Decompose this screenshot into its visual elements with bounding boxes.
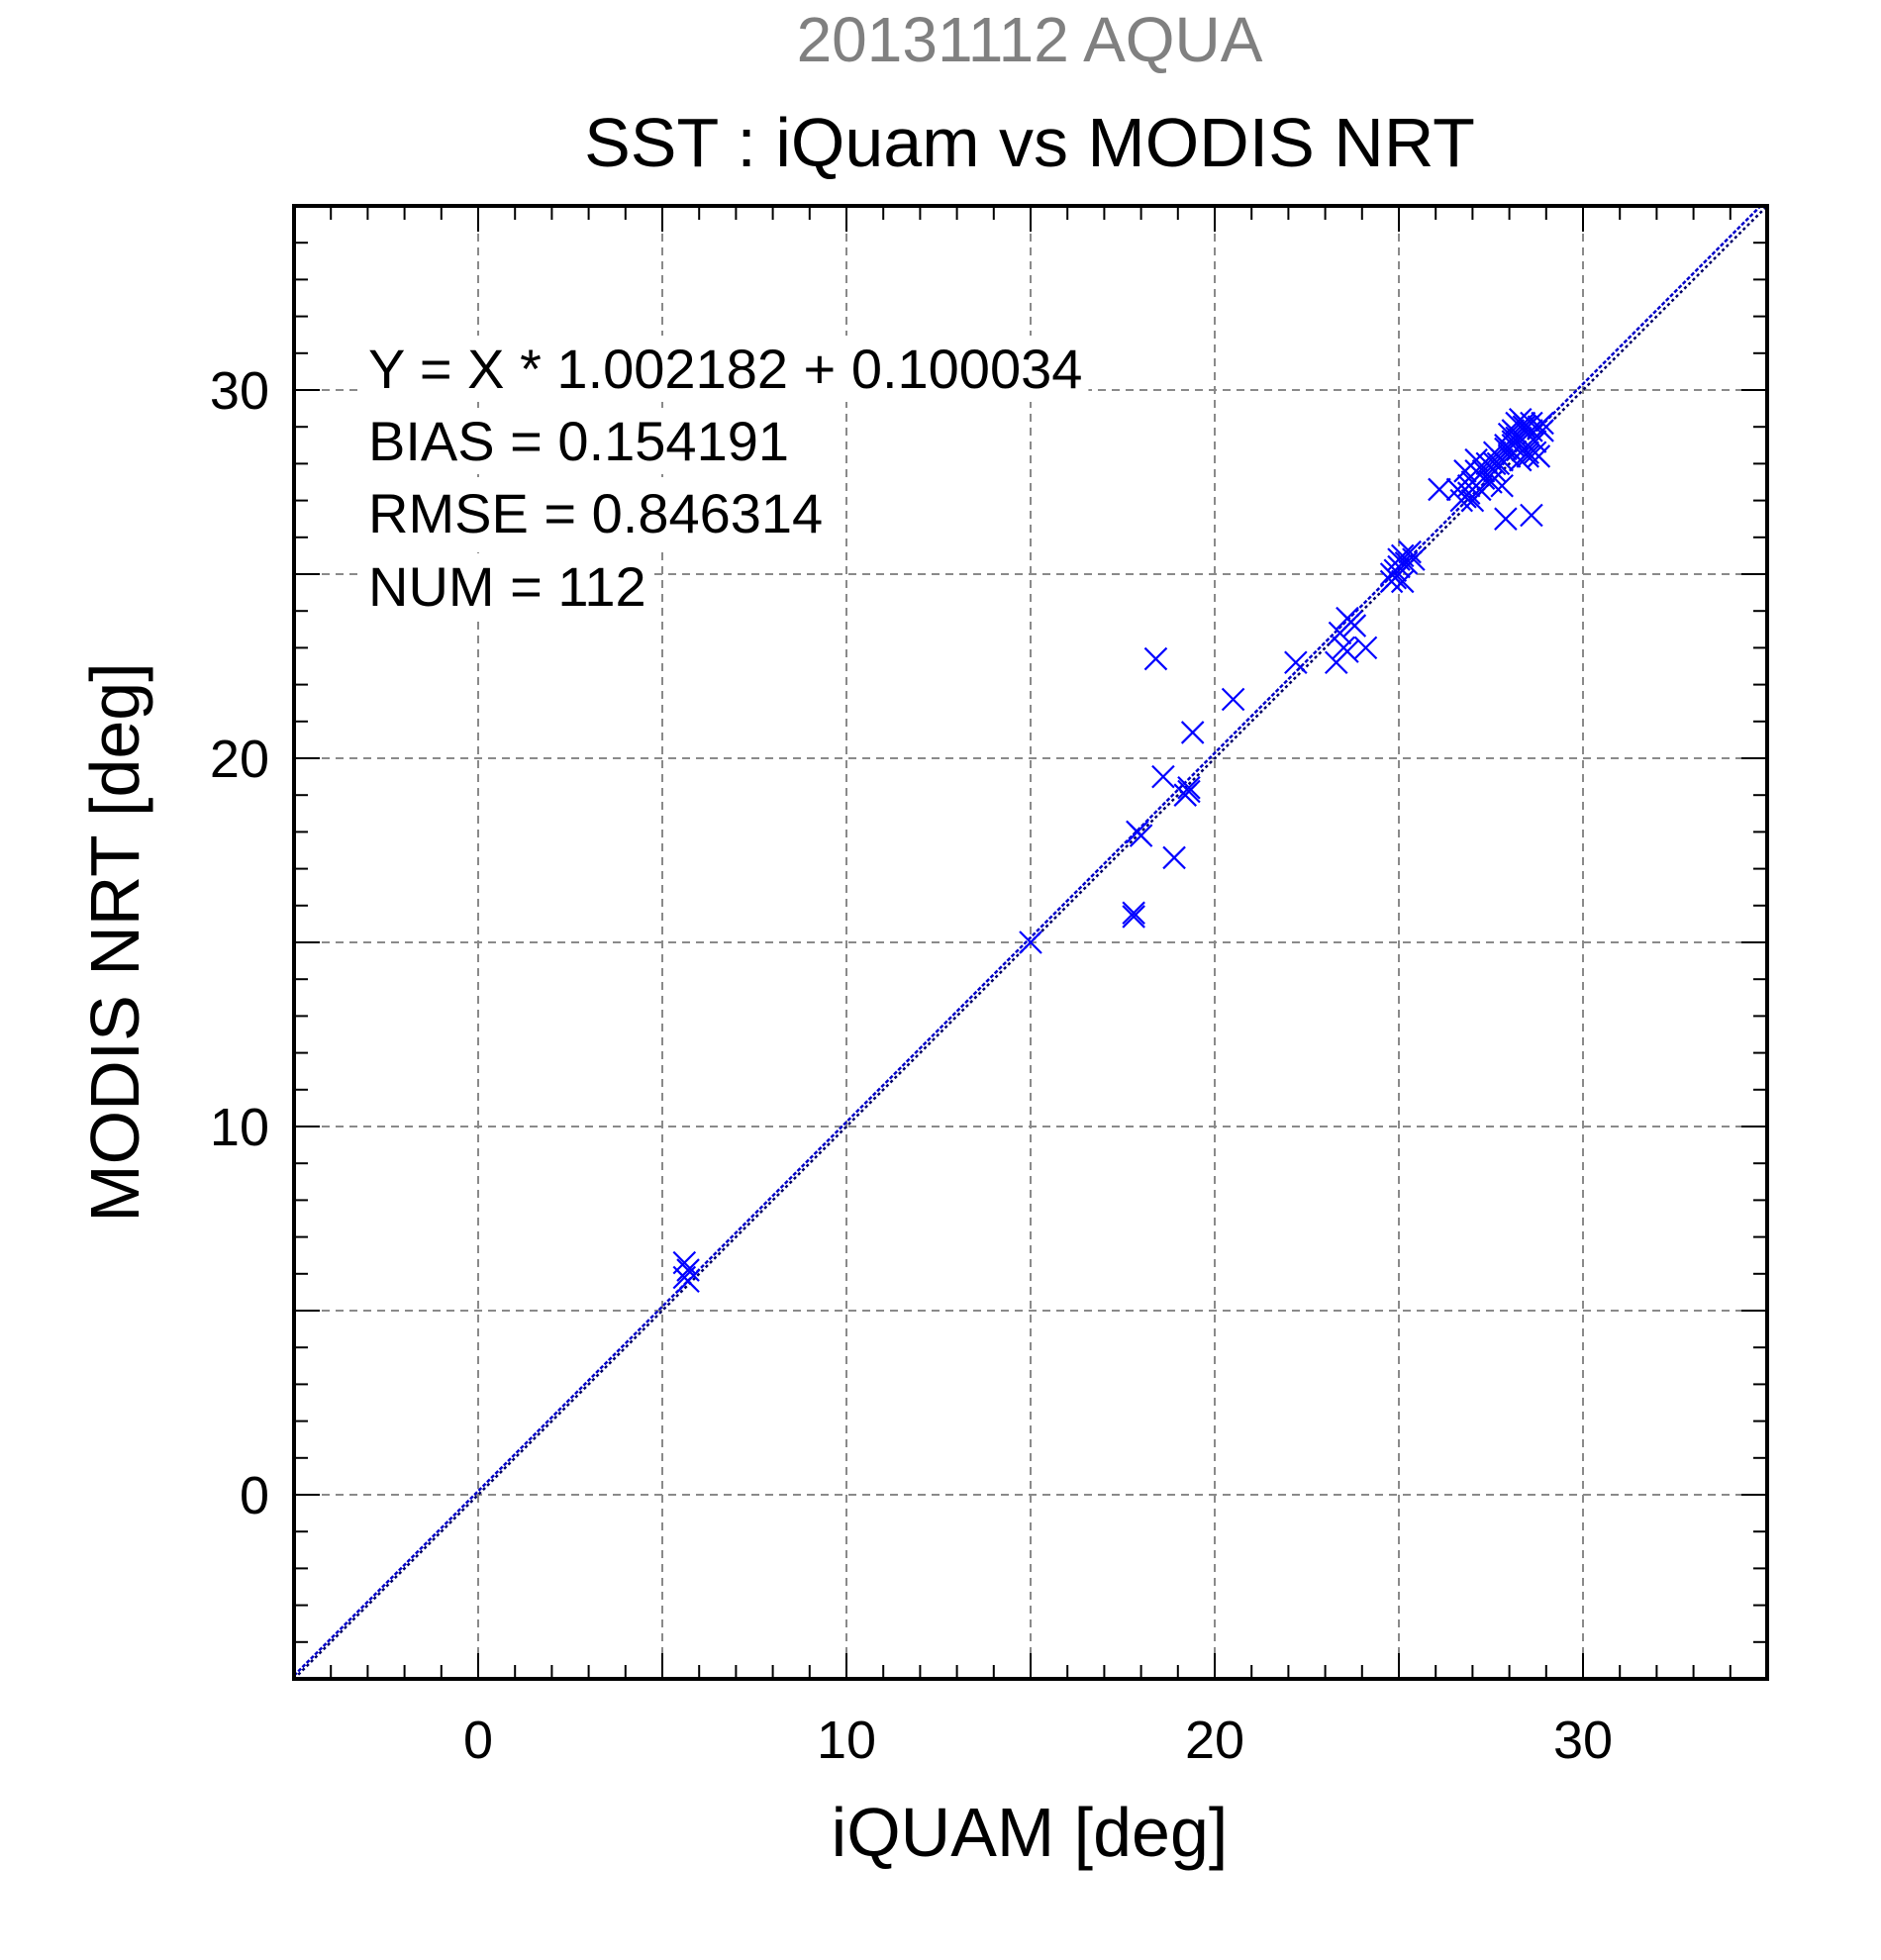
- data-point: [1129, 824, 1153, 847]
- data-points: [672, 407, 1554, 1294]
- data-point: [1508, 447, 1533, 472]
- y-tick-label: 20: [210, 730, 269, 789]
- x-tick-label: 30: [1553, 1711, 1613, 1770]
- y-tick-labels: 0 10 20 30: [210, 361, 269, 1525]
- data-point: [1336, 639, 1359, 663]
- y-tick-label: 30: [210, 361, 269, 421]
- data-point: [1494, 507, 1518, 531]
- data-point: [1162, 845, 1186, 870]
- data-point: [1520, 503, 1543, 528]
- data-point: [1505, 422, 1529, 446]
- data-point: [1516, 415, 1539, 439]
- plot-frame: [292, 204, 1769, 1681]
- stats-box: Y = X * 1.002182 + 0.100034 BIAS = 0.154…: [362, 336, 1089, 620]
- data-point: [1490, 473, 1514, 498]
- data-point: [1453, 485, 1477, 509]
- data-point: [676, 1269, 700, 1294]
- count-value: NUM = 112: [368, 555, 646, 618]
- data-point: [1523, 441, 1547, 465]
- chart-supertitle: 20131112 AQUA: [797, 4, 1263, 75]
- data-point: [1398, 539, 1422, 564]
- data-point: [1402, 547, 1426, 571]
- fit-equation: Y = X * 1.002182 + 0.100034: [368, 338, 1082, 400]
- data-point: [1177, 779, 1201, 804]
- bias-value: BIAS = 0.154191: [368, 410, 789, 472]
- axis-ticks: [293, 205, 1768, 1680]
- data-point: [676, 1258, 700, 1282]
- y-axis-label: MODIS NRT [deg]: [76, 662, 153, 1222]
- data-point: [1471, 459, 1496, 483]
- y-tick-label: 0: [240, 1466, 269, 1525]
- x-tick-labels: 0 10 20 30: [463, 1711, 1613, 1770]
- grid: [294, 206, 1767, 1679]
- stats-text-background: [362, 408, 796, 474]
- data-point: [1353, 636, 1378, 660]
- data-point: [1342, 614, 1367, 637]
- rmse-value: RMSE = 0.846314: [368, 482, 823, 544]
- data-point: [1221, 687, 1245, 712]
- data-point: [1284, 650, 1308, 675]
- data-point: [1180, 721, 1205, 744]
- data-point: [1390, 569, 1415, 594]
- data-point: [1464, 459, 1488, 483]
- data-point: [1122, 901, 1145, 926]
- data-point: [1460, 488, 1485, 513]
- data-point: [1531, 411, 1554, 436]
- x-axis-label: iQUAM [deg]: [832, 1794, 1229, 1871]
- x-tick-label: 10: [817, 1711, 876, 1770]
- stats-text-background: [362, 336, 1089, 402]
- data-point: [1177, 775, 1201, 800]
- chart-title: SST : iQuam vs MODIS NRT: [584, 104, 1475, 181]
- x-tick-label: 0: [463, 1711, 493, 1770]
- stats-text-background: [362, 553, 652, 620]
- data-point: [1428, 477, 1451, 502]
- stats-text-background: [362, 480, 830, 546]
- data-point: [1143, 646, 1168, 671]
- y-tick-label: 10: [210, 1098, 269, 1157]
- data-point: [1523, 430, 1547, 453]
- data-point: [1122, 905, 1145, 929]
- data-point: [1531, 419, 1554, 442]
- data-point: [1019, 931, 1042, 954]
- x-tick-label: 20: [1185, 1711, 1244, 1770]
- data-point: [1151, 764, 1175, 789]
- data-point: [1482, 451, 1507, 476]
